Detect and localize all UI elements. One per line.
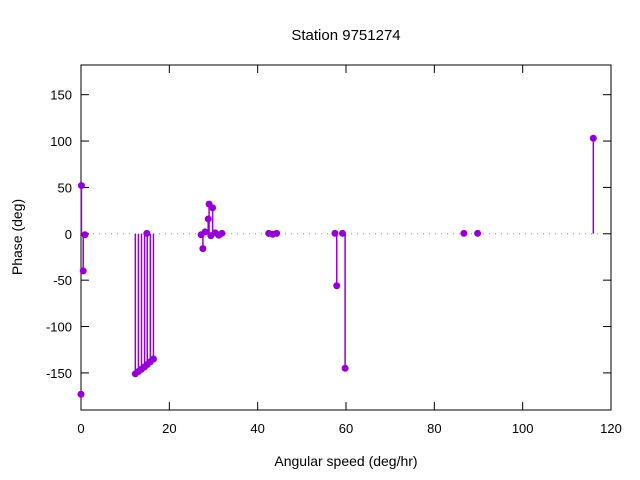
- plot-border: [80, 64, 612, 411]
- x-tick-label: 20: [162, 421, 176, 436]
- y-tick-label: 150: [50, 88, 72, 103]
- x-axis-label: Angular speed (deg/hr): [274, 453, 417, 469]
- data-point: [79, 267, 87, 275]
- data-point: [204, 215, 212, 223]
- x-tick-label: 120: [600, 421, 622, 436]
- data-point: [331, 229, 339, 237]
- data-point: [218, 229, 226, 237]
- data-point: [273, 229, 281, 237]
- data-point: [338, 229, 346, 237]
- data-point: [149, 355, 157, 363]
- chart-title: Station 9751274: [291, 27, 400, 44]
- x-tick-label: 100: [512, 421, 534, 436]
- data-point: [199, 245, 207, 253]
- data-point: [460, 229, 468, 237]
- y-tick-label: 50: [58, 180, 72, 195]
- data-point: [333, 282, 341, 290]
- data-point: [589, 134, 597, 142]
- y-tick-label: -100: [46, 320, 72, 335]
- data-point: [474, 229, 482, 237]
- y-tick-label: 0: [65, 227, 72, 242]
- y-tick-label: 100: [50, 134, 72, 149]
- data-point: [77, 390, 85, 398]
- x-tick-label: 40: [250, 421, 264, 436]
- y-tick-label: -150: [46, 366, 72, 381]
- y-axis-label: Phase (deg): [9, 199, 25, 275]
- x-tick-label: 0: [77, 421, 84, 436]
- data-point: [77, 182, 85, 190]
- data-point: [201, 228, 209, 236]
- y-tick-label: -50: [53, 273, 72, 288]
- x-tick-label: 80: [427, 421, 441, 436]
- data-point: [209, 204, 217, 212]
- x-tick-label: 60: [339, 421, 353, 436]
- data-point: [143, 229, 151, 237]
- data-point: [81, 231, 89, 239]
- data-point: [341, 364, 349, 372]
